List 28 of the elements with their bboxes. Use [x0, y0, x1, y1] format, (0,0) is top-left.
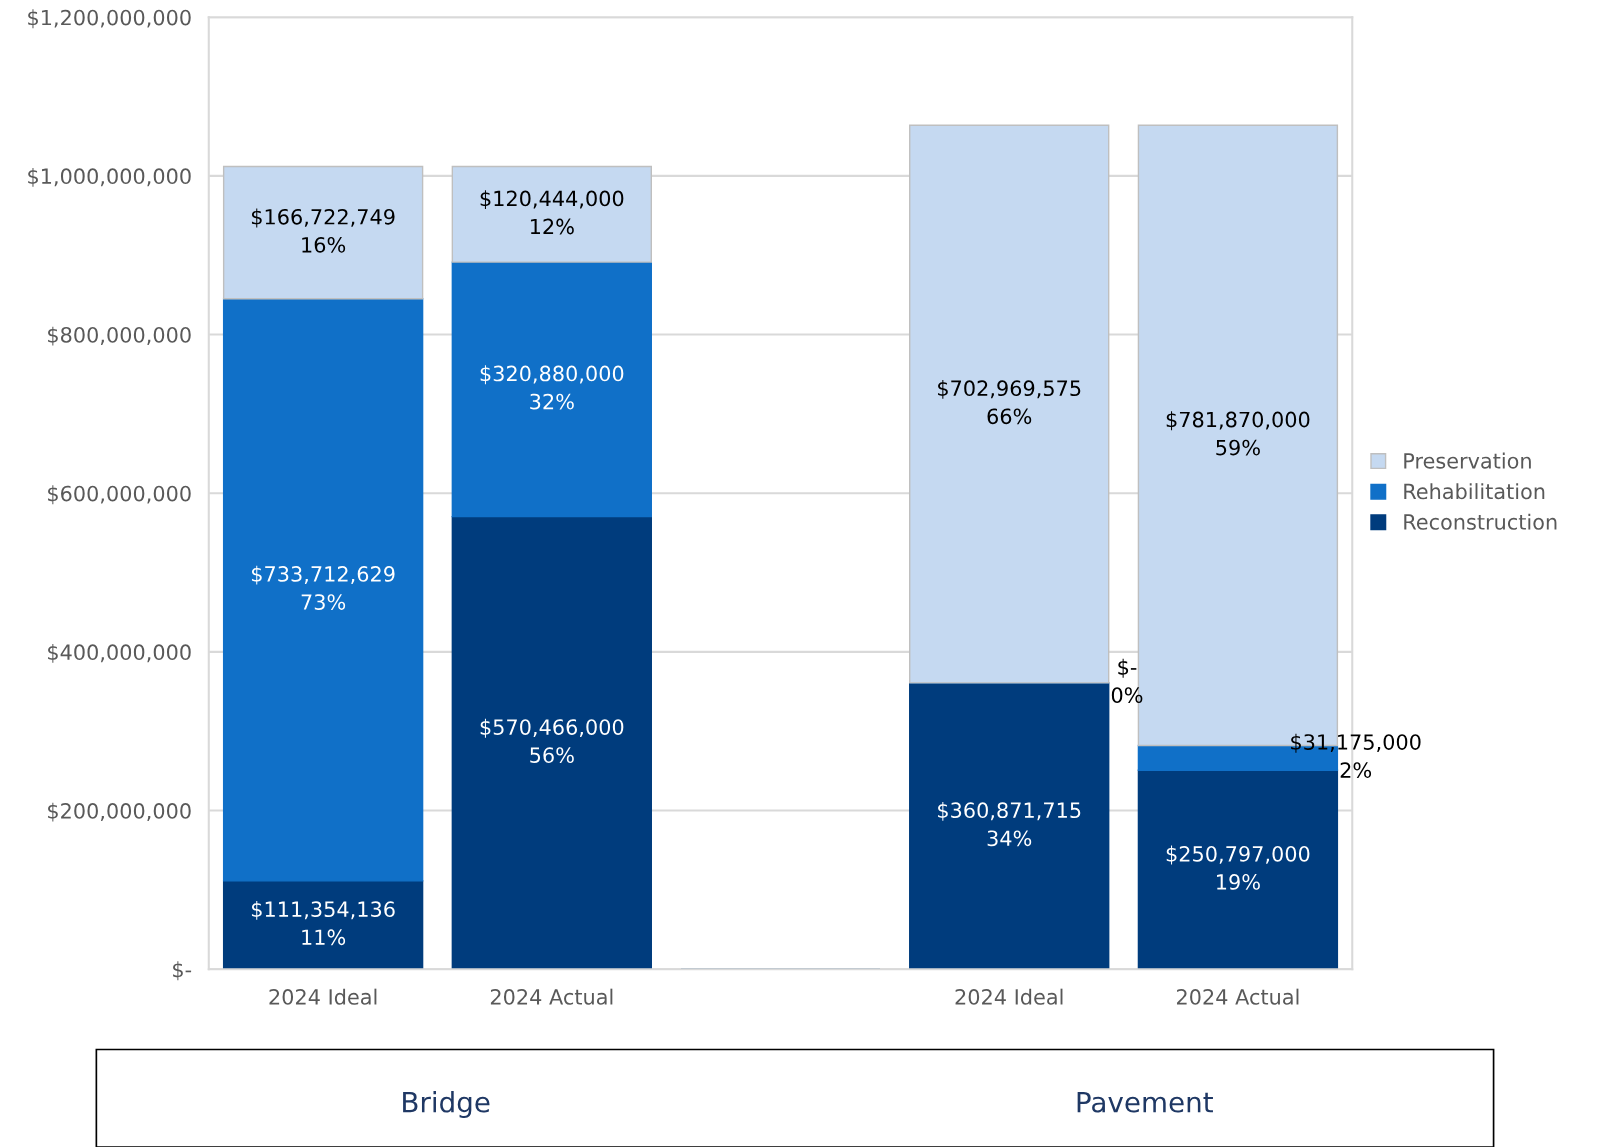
- data-label: $781,870,000 59%: [1166, 411, 1310, 456]
- data-label: $733,712,629 73%: [251, 565, 395, 610]
- y-tick-label: $800,000,000: [48, 326, 191, 346]
- legend-label: Rehabilitation: [1404, 483, 1545, 500]
- y-tick-label: $-: [173, 961, 192, 981]
- data-label: $360,871,715 34%: [938, 801, 1081, 847]
- data-label: $166,722,749 16%: [251, 208, 395, 253]
- data-label: $570,466,000 56%: [480, 718, 624, 764]
- text: Bridge: [403, 1091, 490, 1118]
- text: Pavement: [1077, 1091, 1213, 1113]
- data-label: $702,969,575 66%: [938, 379, 1081, 425]
- y-tick-label: $200,000,000: [48, 802, 191, 822]
- data-label: $120,444,000 12%: [480, 190, 624, 235]
- legend-label: Reconstruction: [1404, 513, 1557, 530]
- y-tick-label: $600,000,000: [48, 485, 191, 505]
- data-label: $320,880,000 32%: [480, 365, 624, 410]
- data-label: $111,354,136 11%: [251, 900, 395, 946]
- data-label: $250,797,000 19%: [1166, 845, 1310, 890]
- legend-label: Preservation: [1404, 452, 1531, 469]
- x-tick-label: 2024 Ideal: [955, 988, 1063, 1005]
- x-tick-label: 2024 Ideal: [269, 988, 377, 1005]
- x-tick-label: 2024 Actual: [490, 988, 613, 1005]
- data-label: $31,175,000 2%: [1291, 733, 1421, 778]
- y-tick-label: $1,200,000,000: [28, 9, 191, 29]
- data-label: $- 0%: [1111, 658, 1143, 703]
- y-tick-label: $1,000,000,000: [28, 167, 191, 187]
- y-tick-label: $400,000,000: [48, 643, 191, 663]
- x-tick-label: 2024 Actual: [1176, 988, 1299, 1005]
